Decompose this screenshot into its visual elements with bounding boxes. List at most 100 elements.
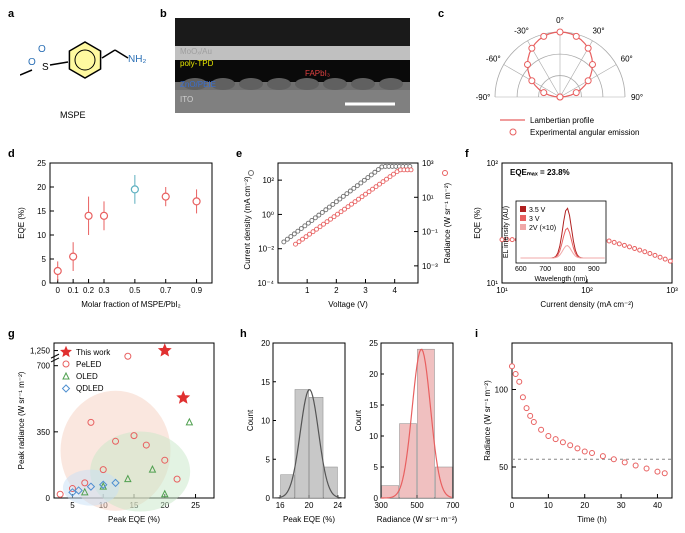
chart-f: 10¹10²10³10¹10²EQEₘₐₓ = 23.8%Current den… [470,155,680,310]
svg-text:EQEₘₐₓ = 23.8%: EQEₘₐₓ = 23.8% [510,168,570,177]
svg-text:4: 4 [392,286,397,295]
svg-text:poly-TPD: poly-TPD [180,59,214,68]
svg-text:MoOₓ/Au: MoOₓ/Au [180,47,212,56]
svg-text:This work: This work [76,348,111,357]
svg-text:1,250: 1,250 [30,347,51,356]
svg-text:25: 25 [191,501,200,510]
svg-text:40: 40 [653,501,662,510]
svg-text:NH₂: NH₂ [128,54,146,65]
panel-label-f: f [465,148,469,160]
svg-text:10⁰: 10⁰ [262,210,274,219]
chart-g: 03507001,250510152025This workPeLEDOLEDQ… [12,335,227,525]
svg-text:30°: 30° [592,26,604,35]
svg-text:Count: Count [354,409,363,431]
svg-text:10¹: 10¹ [496,286,508,295]
svg-text:800: 800 [564,266,576,273]
panel-label-c: c [438,8,444,20]
svg-text:Radiance (W sr⁻¹ m⁻²): Radiance (W sr⁻¹ m⁻²) [443,182,452,263]
svg-text:Lambertian profile: Lambertian profile [530,116,595,125]
svg-text:90°: 90° [631,93,643,102]
svg-text:3: 3 [363,286,368,295]
svg-text:0.3: 0.3 [98,286,110,295]
svg-text:0.7: 0.7 [160,286,172,295]
panel-label-b: b [160,8,167,20]
svg-text:3.5 V: 3.5 V [529,207,546,214]
svg-text:5: 5 [70,501,75,510]
svg-text:10⁻³: 10⁻³ [422,262,438,271]
svg-text:350: 350 [37,428,51,437]
svg-text:10⁻²: 10⁻² [258,245,274,254]
svg-text:20: 20 [369,370,378,379]
chart-d: 051015202500.10.20.30.50.70.9Molar fract… [12,155,222,310]
svg-text:100: 100 [495,386,509,395]
svg-text:2V (×10): 2V (×10) [529,225,556,232]
polar-plot: -90°-60°-30°0°30°60°90°Lambertian profil… [450,12,680,142]
svg-text:500: 500 [410,501,424,510]
svg-text:0: 0 [510,501,515,510]
svg-text:-60°: -60° [486,55,501,64]
svg-text:0: 0 [42,279,47,288]
svg-text:0.2: 0.2 [83,286,95,295]
svg-text:EQE (%): EQE (%) [473,207,482,239]
svg-text:0: 0 [266,494,271,503]
svg-text:15: 15 [369,401,378,410]
svg-text:900: 900 [588,266,600,273]
svg-text:O: O [28,57,36,68]
svg-text:10: 10 [261,417,270,426]
svg-text:20: 20 [37,183,46,192]
svg-text:600: 600 [515,266,527,273]
svg-text:300: 300 [374,501,388,510]
svg-text:20: 20 [261,339,270,348]
svg-text:OLED: OLED [76,372,98,381]
svg-text:10²: 10² [581,286,593,295]
svg-text:20: 20 [580,501,589,510]
svg-text:5: 5 [42,255,47,264]
svg-text:1: 1 [305,286,310,295]
svg-text:FAPbI₃: FAPbI₃ [305,69,330,78]
svg-text:25: 25 [369,339,378,348]
svg-text:Count: Count [246,409,255,431]
svg-text:10¹: 10¹ [486,279,498,288]
svg-text:Peak EQE (%): Peak EQE (%) [108,515,160,524]
svg-text:Voltage (V): Voltage (V) [328,300,368,309]
svg-text:ITO: ITO [180,95,193,104]
svg-text:QDLED: QDLED [76,384,104,393]
svg-text:15: 15 [261,378,270,387]
chart-h: 05101520162024Peak EQE (%)Count051015202… [245,335,460,525]
svg-text:EQE (%): EQE (%) [17,207,26,239]
svg-text:2: 2 [334,286,339,295]
svg-text:10²: 10² [262,176,274,185]
svg-text:Peak radiance (W sr⁻¹ m⁻²): Peak radiance (W sr⁻¹ m⁻²) [17,371,26,469]
svg-text:700: 700 [446,501,460,510]
svg-text:5: 5 [374,463,379,472]
svg-text:10⁻¹: 10⁻¹ [422,228,438,237]
svg-text:Experimental angular emission: Experimental angular emission [530,128,639,137]
svg-text:0.5: 0.5 [129,286,141,295]
svg-text:O: O [38,44,46,55]
svg-text:ZnO/PEIE: ZnO/PEIE [180,80,216,89]
svg-text:10¹: 10¹ [422,193,434,202]
svg-text:30: 30 [617,501,626,510]
svg-text:-30°: -30° [514,26,529,35]
svg-text:Radiance (W sr⁻¹ m⁻²): Radiance (W sr⁻¹ m⁻²) [483,380,492,461]
svg-text:3 V: 3 V [529,216,540,223]
svg-text:0.1: 0.1 [68,286,80,295]
svg-text:-90°: -90° [476,93,491,102]
svg-text:24: 24 [333,501,342,510]
svg-text:15: 15 [37,207,46,216]
svg-text:10: 10 [37,231,46,240]
svg-text:Current density (mA cm⁻²): Current density (mA cm⁻²) [243,176,252,269]
panel-label-a: a [8,8,14,20]
svg-text:Wavelength (nm): Wavelength (nm) [534,276,587,283]
panel-label-i: i [475,328,478,340]
svg-text:S: S [42,62,49,73]
svg-text:700: 700 [539,266,551,273]
svg-text:0: 0 [55,286,60,295]
svg-text:Radiance (W sr⁻¹ m⁻²): Radiance (W sr⁻¹ m⁻²) [377,515,458,524]
svg-text:20: 20 [305,501,314,510]
svg-text:25: 25 [37,159,46,168]
svg-text:PeLED: PeLED [76,360,102,369]
svg-text:700: 700 [37,362,51,371]
svg-text:5: 5 [266,455,271,464]
svg-text:10: 10 [369,432,378,441]
